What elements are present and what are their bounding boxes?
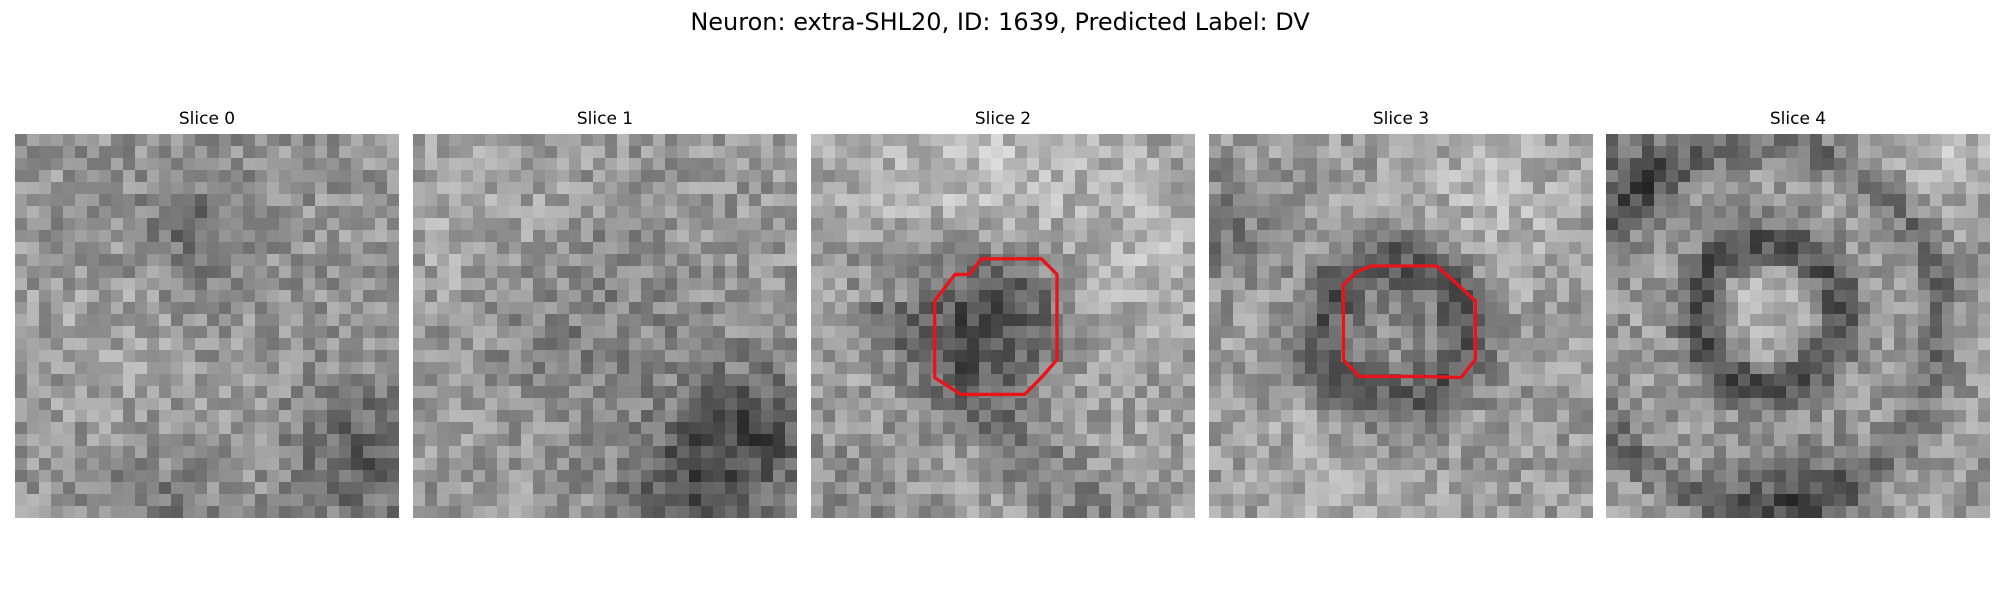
pixel-grid [15, 134, 399, 518]
slice-panel-0: Slice 0 [15, 108, 399, 518]
slice-image [1606, 134, 1990, 518]
slice-title: Slice 1 [576, 109, 634, 129]
slice-title: Slice 3 [1372, 109, 1430, 129]
slice-image [15, 134, 399, 518]
slice-panel-2: Slice 2 [811, 108, 1195, 518]
pixel-grid [413, 134, 797, 518]
roi-outline [932, 257, 1059, 397]
slice-title: Slice 4 [1769, 109, 1827, 129]
pixel-grid [811, 134, 1195, 518]
slice-title: Slice 2 [974, 109, 1032, 129]
slice-panel-1: Slice 1 [413, 108, 797, 518]
figure-title: Neuron: extra-SHL20, ID: 1639, Predicted… [690, 8, 1310, 36]
pixel-grid [1209, 134, 1593, 518]
pixel-grid [1606, 134, 1990, 518]
slice-image [1209, 134, 1593, 518]
slice-image [413, 134, 797, 518]
slice-image [811, 134, 1195, 518]
slice-panel-3: Slice 3 [1209, 108, 1593, 518]
slice-title: Slice 0 [178, 109, 236, 129]
slice-panel-4: Slice 4 [1606, 108, 1990, 518]
roi-outline [1341, 264, 1478, 380]
